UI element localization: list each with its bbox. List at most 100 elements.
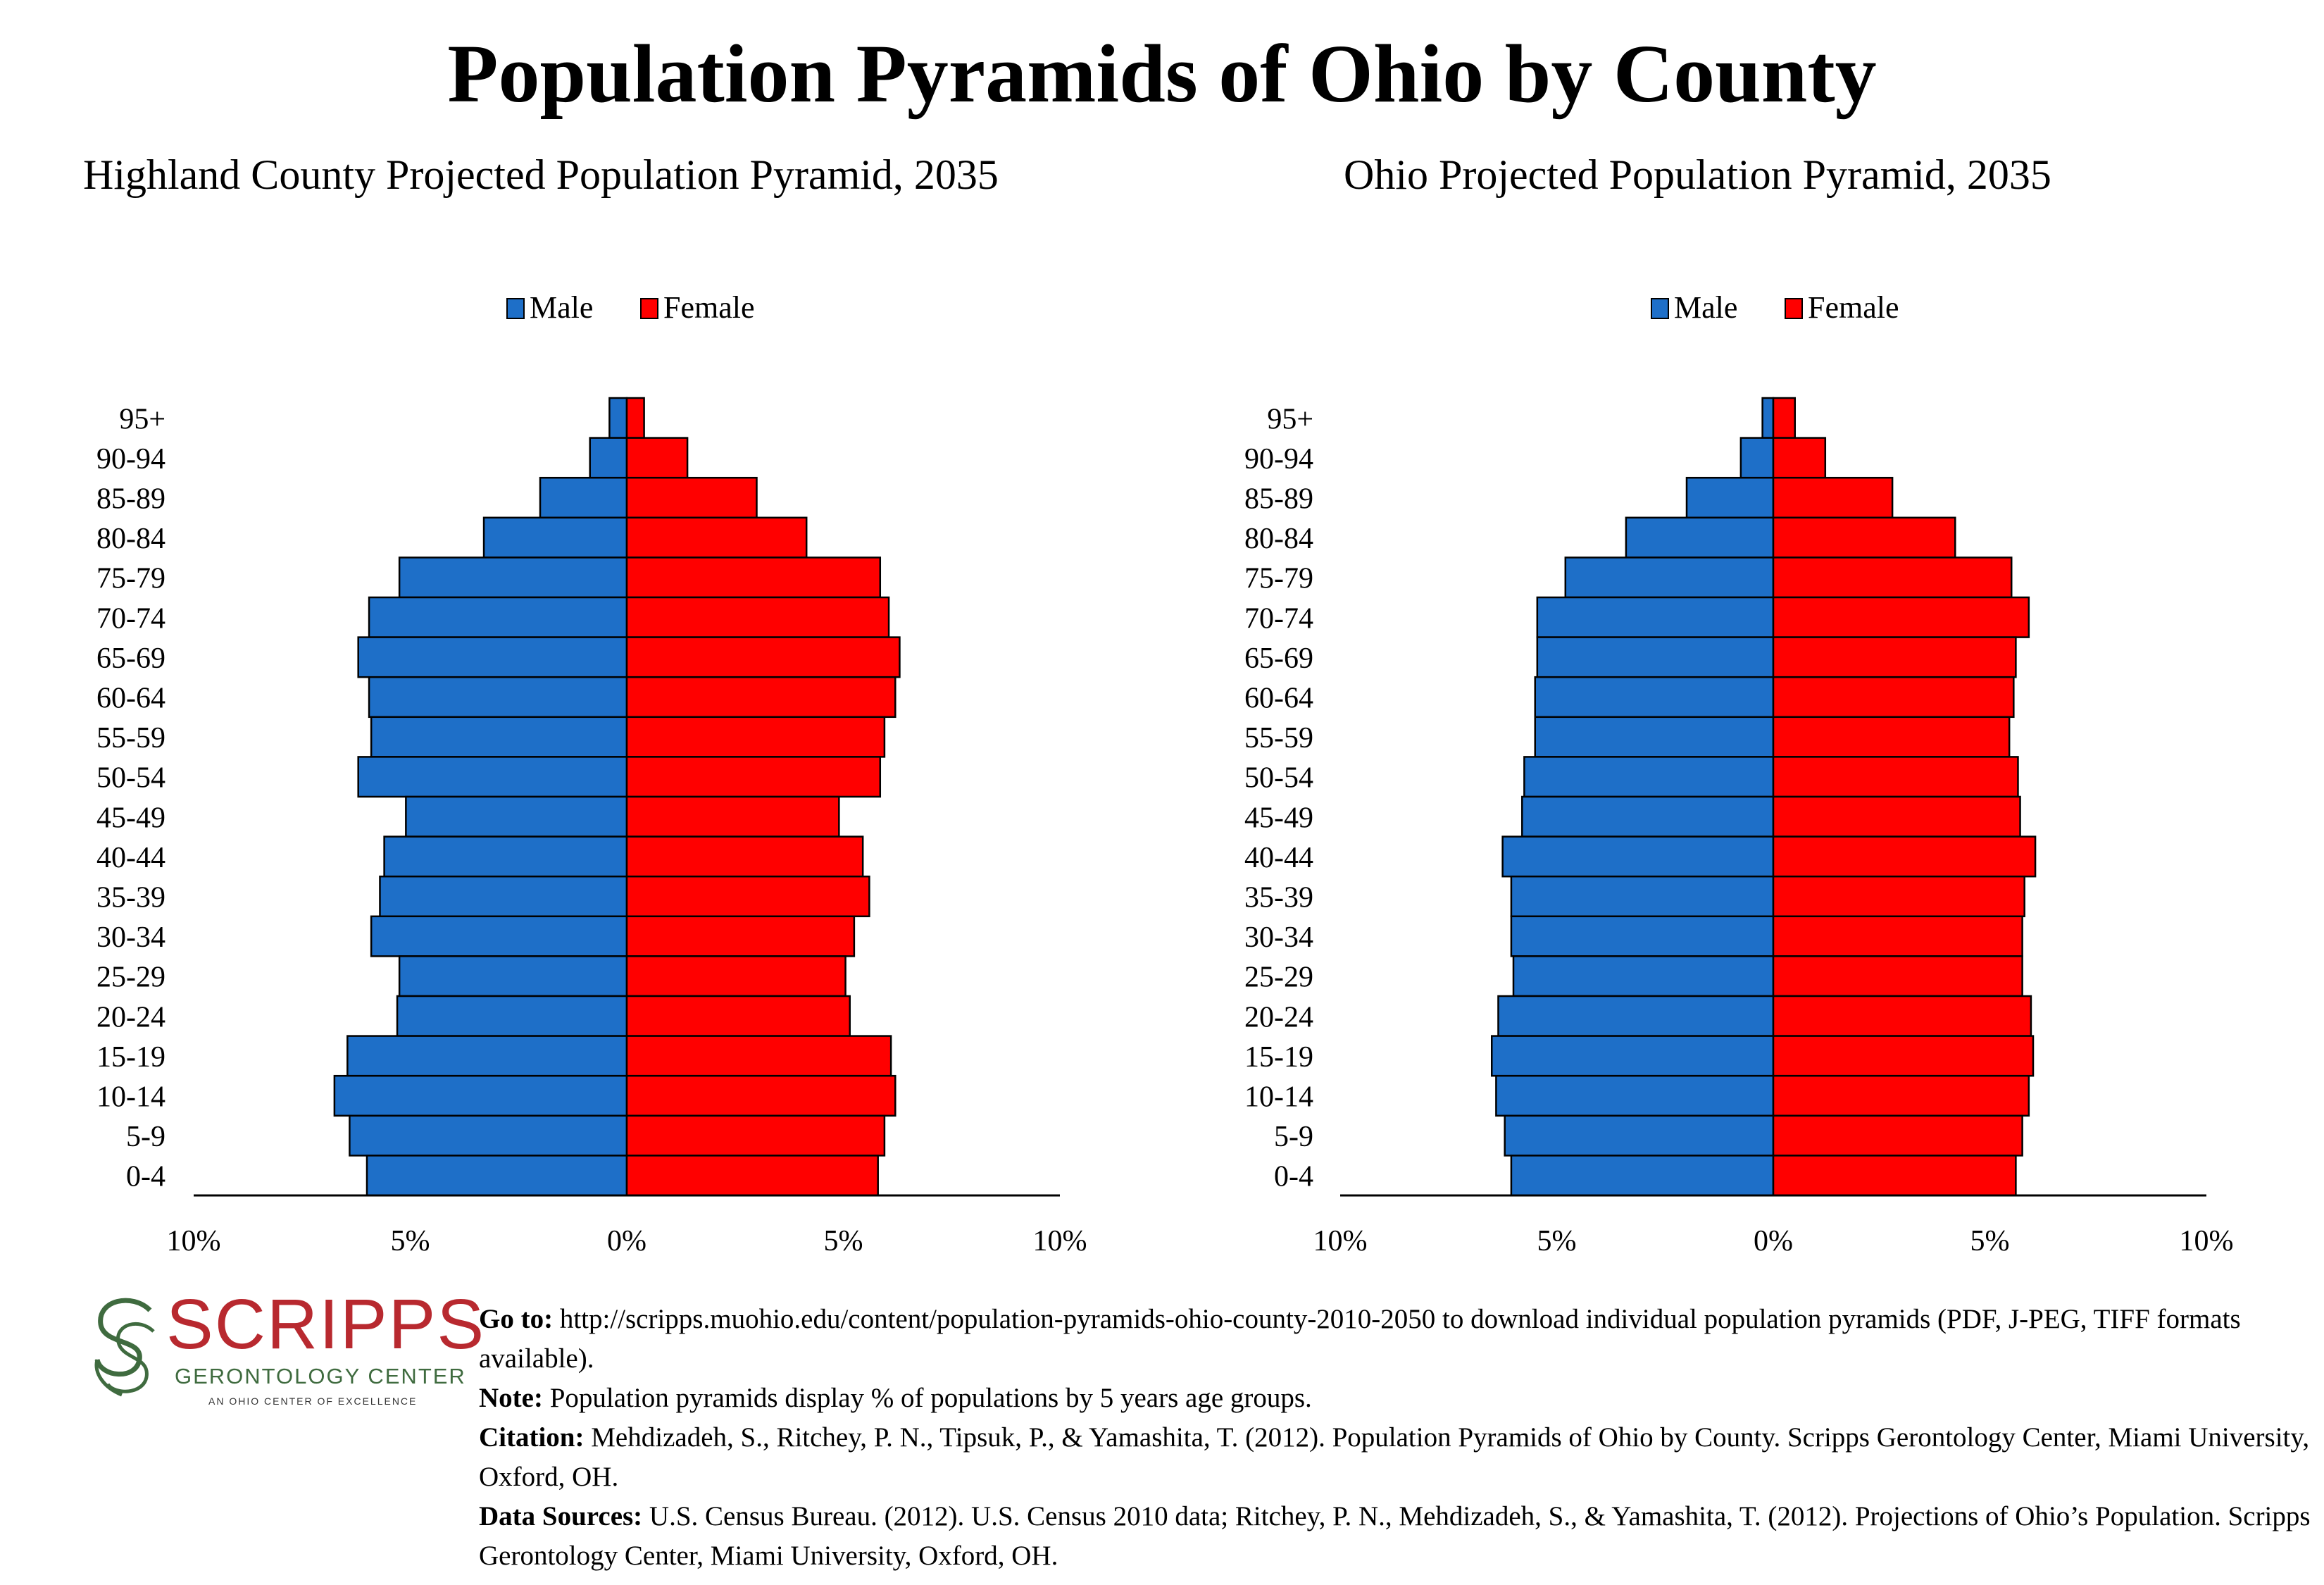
- x-tick-label: 5%: [824, 1225, 863, 1257]
- bar-female-90-94: [625, 437, 689, 479]
- age-label-25-29: 25-29: [1244, 962, 1313, 994]
- age-label-55-59: 55-59: [96, 722, 165, 754]
- citation-text: Mehdizadeh, S., Ritchey, P. N., Tipsuk, …: [479, 1422, 2310, 1492]
- bar-female-85-89: [1772, 476, 1894, 519]
- age-label-85-89: 85-89: [1244, 483, 1313, 516]
- bar-male-75-79: [1564, 557, 1775, 599]
- age-label-75-79: 75-79: [96, 563, 165, 595]
- bar-female-50-54: [625, 756, 882, 798]
- bar-female-75-79: [1772, 557, 2013, 599]
- note-label: Note:: [479, 1383, 543, 1413]
- age-label-35-39: 35-39: [1244, 882, 1313, 914]
- goto-text: http://scripps.muohio.edu/content/popula…: [479, 1304, 2241, 1374]
- sources-text: U.S. Census Bureau. (2012). U.S. Census …: [479, 1501, 2311, 1571]
- ohio-chart-title: Ohio Projected Population Pyramid, 2035: [1344, 151, 2051, 198]
- bar-male-85-89: [1685, 476, 1775, 519]
- age-label-20-24: 20-24: [1244, 1001, 1313, 1033]
- bar-female-10-14: [625, 1074, 897, 1117]
- x-tick-label: 0%: [1754, 1225, 1793, 1257]
- bar-female-45-49: [1772, 795, 2021, 838]
- citation-note: Citation: Mehdizadeh, S., Ritchey, P. N.…: [479, 1418, 2317, 1497]
- x-tick-label: 10%: [1313, 1225, 1368, 1257]
- bar-female-30-34: [625, 915, 856, 957]
- ohio-pyramid-chart: Male Female 95+ 90-94 85-89 80-84 75-79 70-74 65…: [1244, 290, 2234, 1257]
- age-label-5-9: 5-9: [1274, 1121, 1313, 1153]
- age-label-70-74: 70-74: [1244, 602, 1313, 635]
- age-label-60-64: 60-64: [96, 683, 165, 715]
- bar-male-85-89: [539, 476, 628, 519]
- bar-female-40-44: [1772, 835, 2037, 878]
- bar-male-10-14: [333, 1074, 628, 1117]
- age-label-40-44: 40-44: [96, 842, 165, 874]
- bar-female-70-74: [1772, 596, 2030, 638]
- bar-female-15-19: [1772, 1035, 2035, 1077]
- bar-male-30-34: [1510, 915, 1775, 957]
- bar-male-60-64: [368, 676, 628, 719]
- bar-female-25-29: [625, 955, 846, 997]
- bar-male-95+: [1761, 397, 1775, 439]
- age-label-15-19: 15-19: [1244, 1041, 1313, 1074]
- bars: [333, 397, 901, 1197]
- bar-male-35-39: [1510, 875, 1775, 918]
- footnotes: Go to: http://scripps.muohio.edu/content…: [479, 1300, 2317, 1576]
- page-title: Population Pyramids of Ohio by County: [447, 27, 1877, 120]
- citation-label: Citation:: [479, 1422, 585, 1453]
- legend-label-female: Female: [1808, 290, 1899, 325]
- bar-female-35-39: [1772, 875, 2025, 918]
- x-tick-label: 10%: [1033, 1225, 1087, 1257]
- bars: [1491, 397, 2037, 1197]
- bar-female-15-19: [625, 1035, 892, 1077]
- bar-male-60-64: [1534, 676, 1775, 719]
- bar-female-55-59: [1772, 716, 2011, 758]
- bar-female-80-84: [1772, 516, 1956, 559]
- scripps-swirl-icon: [94, 1298, 155, 1397]
- age-label-30-34: 30-34: [1244, 921, 1313, 954]
- x-tick-label: 10%: [2180, 1225, 2234, 1257]
- bar-male-10-14: [1495, 1074, 1775, 1117]
- bar-male-90-94: [589, 437, 628, 479]
- bar-female-10-14: [1772, 1074, 2030, 1117]
- bar-male-20-24: [396, 995, 628, 1037]
- bar-female-70-74: [625, 596, 890, 638]
- age-label-80-84: 80-84: [1244, 523, 1313, 555]
- sources-label: Data Sources:: [479, 1501, 643, 1531]
- legend: Male Female: [1651, 290, 1899, 325]
- bar-male-25-29: [398, 955, 628, 997]
- bar-female-0-4: [625, 1155, 879, 1197]
- bar-female-50-54: [1772, 756, 2019, 798]
- age-label-45-49: 45-49: [96, 802, 165, 834]
- legend-label-female: Female: [663, 290, 755, 325]
- highland-chart-title: Highland County Projected Population Pyr…: [83, 151, 999, 198]
- bar-male-90-94: [1739, 437, 1775, 479]
- age-label-0-4: 0-4: [1274, 1161, 1313, 1193]
- bar-female-95+: [1772, 397, 1796, 439]
- legend-swatch-male: [506, 298, 525, 319]
- goto-label: Go to:: [479, 1304, 554, 1334]
- logo-subtitle: GERONTOLOGY CENTER: [175, 1364, 466, 1388]
- age-label-95+: 95+: [1267, 403, 1313, 435]
- bar-female-65-69: [625, 636, 901, 678]
- x-tick-label: 5%: [1970, 1225, 2010, 1257]
- age-label-40-44: 40-44: [1244, 842, 1313, 874]
- age-label-75-79: 75-79: [1244, 563, 1313, 595]
- bar-female-60-64: [1772, 676, 2015, 719]
- x-tick-label: 5%: [1537, 1225, 1577, 1257]
- display-note: Note: Population pyramids display % of p…: [479, 1379, 2317, 1418]
- bar-male-0-4: [366, 1155, 628, 1197]
- bar-male-15-19: [1491, 1035, 1775, 1077]
- bar-female-40-44: [625, 835, 864, 878]
- age-label-0-4: 0-4: [126, 1161, 165, 1193]
- age-label-10-14: 10-14: [1244, 1081, 1313, 1114]
- bar-female-85-89: [625, 476, 758, 519]
- bar-male-15-19: [346, 1035, 628, 1077]
- bar-female-5-9: [1772, 1114, 2023, 1157]
- age-label-5-9: 5-9: [126, 1121, 165, 1153]
- goto-note: Go to: http://scripps.muohio.edu/content…: [479, 1300, 2317, 1379]
- age-label-95+: 95+: [119, 403, 165, 435]
- legend-swatch-female: [1785, 298, 1803, 319]
- age-label-15-19: 15-19: [96, 1041, 165, 1074]
- age-label-90-94: 90-94: [1244, 443, 1313, 476]
- age-label-45-49: 45-49: [1244, 802, 1313, 834]
- bar-female-55-59: [625, 716, 886, 758]
- age-label-60-64: 60-64: [1244, 683, 1313, 715]
